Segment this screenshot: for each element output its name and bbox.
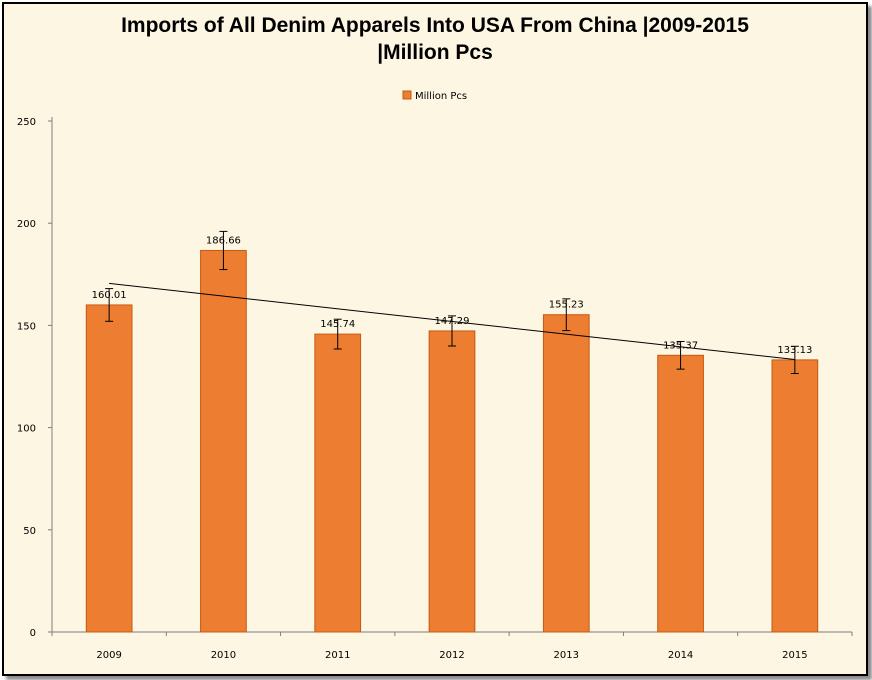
y-tick-label: 50 xyxy=(23,526,36,537)
chart-title-line-1: Imports of All Denim Apparels Into USA F… xyxy=(121,14,749,37)
bar-2011 xyxy=(314,333,362,633)
y-tick-label: 200 xyxy=(17,219,36,230)
bar-2015 xyxy=(771,359,819,633)
y-tick-label: 0 xyxy=(30,628,36,639)
legend-swatch xyxy=(402,90,412,100)
x-tick-label: 2013 xyxy=(554,650,579,661)
data-label: 145.74 xyxy=(320,319,355,330)
y-tick-label: 150 xyxy=(17,321,36,332)
data-label: 133.13 xyxy=(777,345,812,356)
legend-label: Million Pcs xyxy=(415,91,467,102)
data-label: 155.23 xyxy=(549,300,584,311)
x-tick-label: 2012 xyxy=(439,650,464,661)
data-label: 147.29 xyxy=(435,316,470,327)
y-tick-label: 100 xyxy=(17,424,36,435)
bar-2013 xyxy=(542,314,590,633)
x-tick-label: 2010 xyxy=(211,650,236,661)
chart-title: Imports of All Denim Apparels Into USA F… xyxy=(4,12,866,66)
data-label: 186.66 xyxy=(206,235,241,246)
bar-2012 xyxy=(428,330,476,633)
x-tick-label: 2015 xyxy=(782,650,807,661)
bar-2010 xyxy=(200,249,247,633)
x-tick-label: 2011 xyxy=(325,650,350,661)
bar-2014 xyxy=(657,354,704,633)
x-tick-label: 2014 xyxy=(668,650,693,661)
data-label: 135.37 xyxy=(663,340,698,351)
chart-title-line-2: |Million Pcs xyxy=(377,41,493,64)
x-tick-label: 2009 xyxy=(96,650,121,661)
y-tick-label: 250 xyxy=(17,117,36,128)
data-label: 160.01 xyxy=(92,290,127,301)
bar-2009 xyxy=(85,304,133,633)
